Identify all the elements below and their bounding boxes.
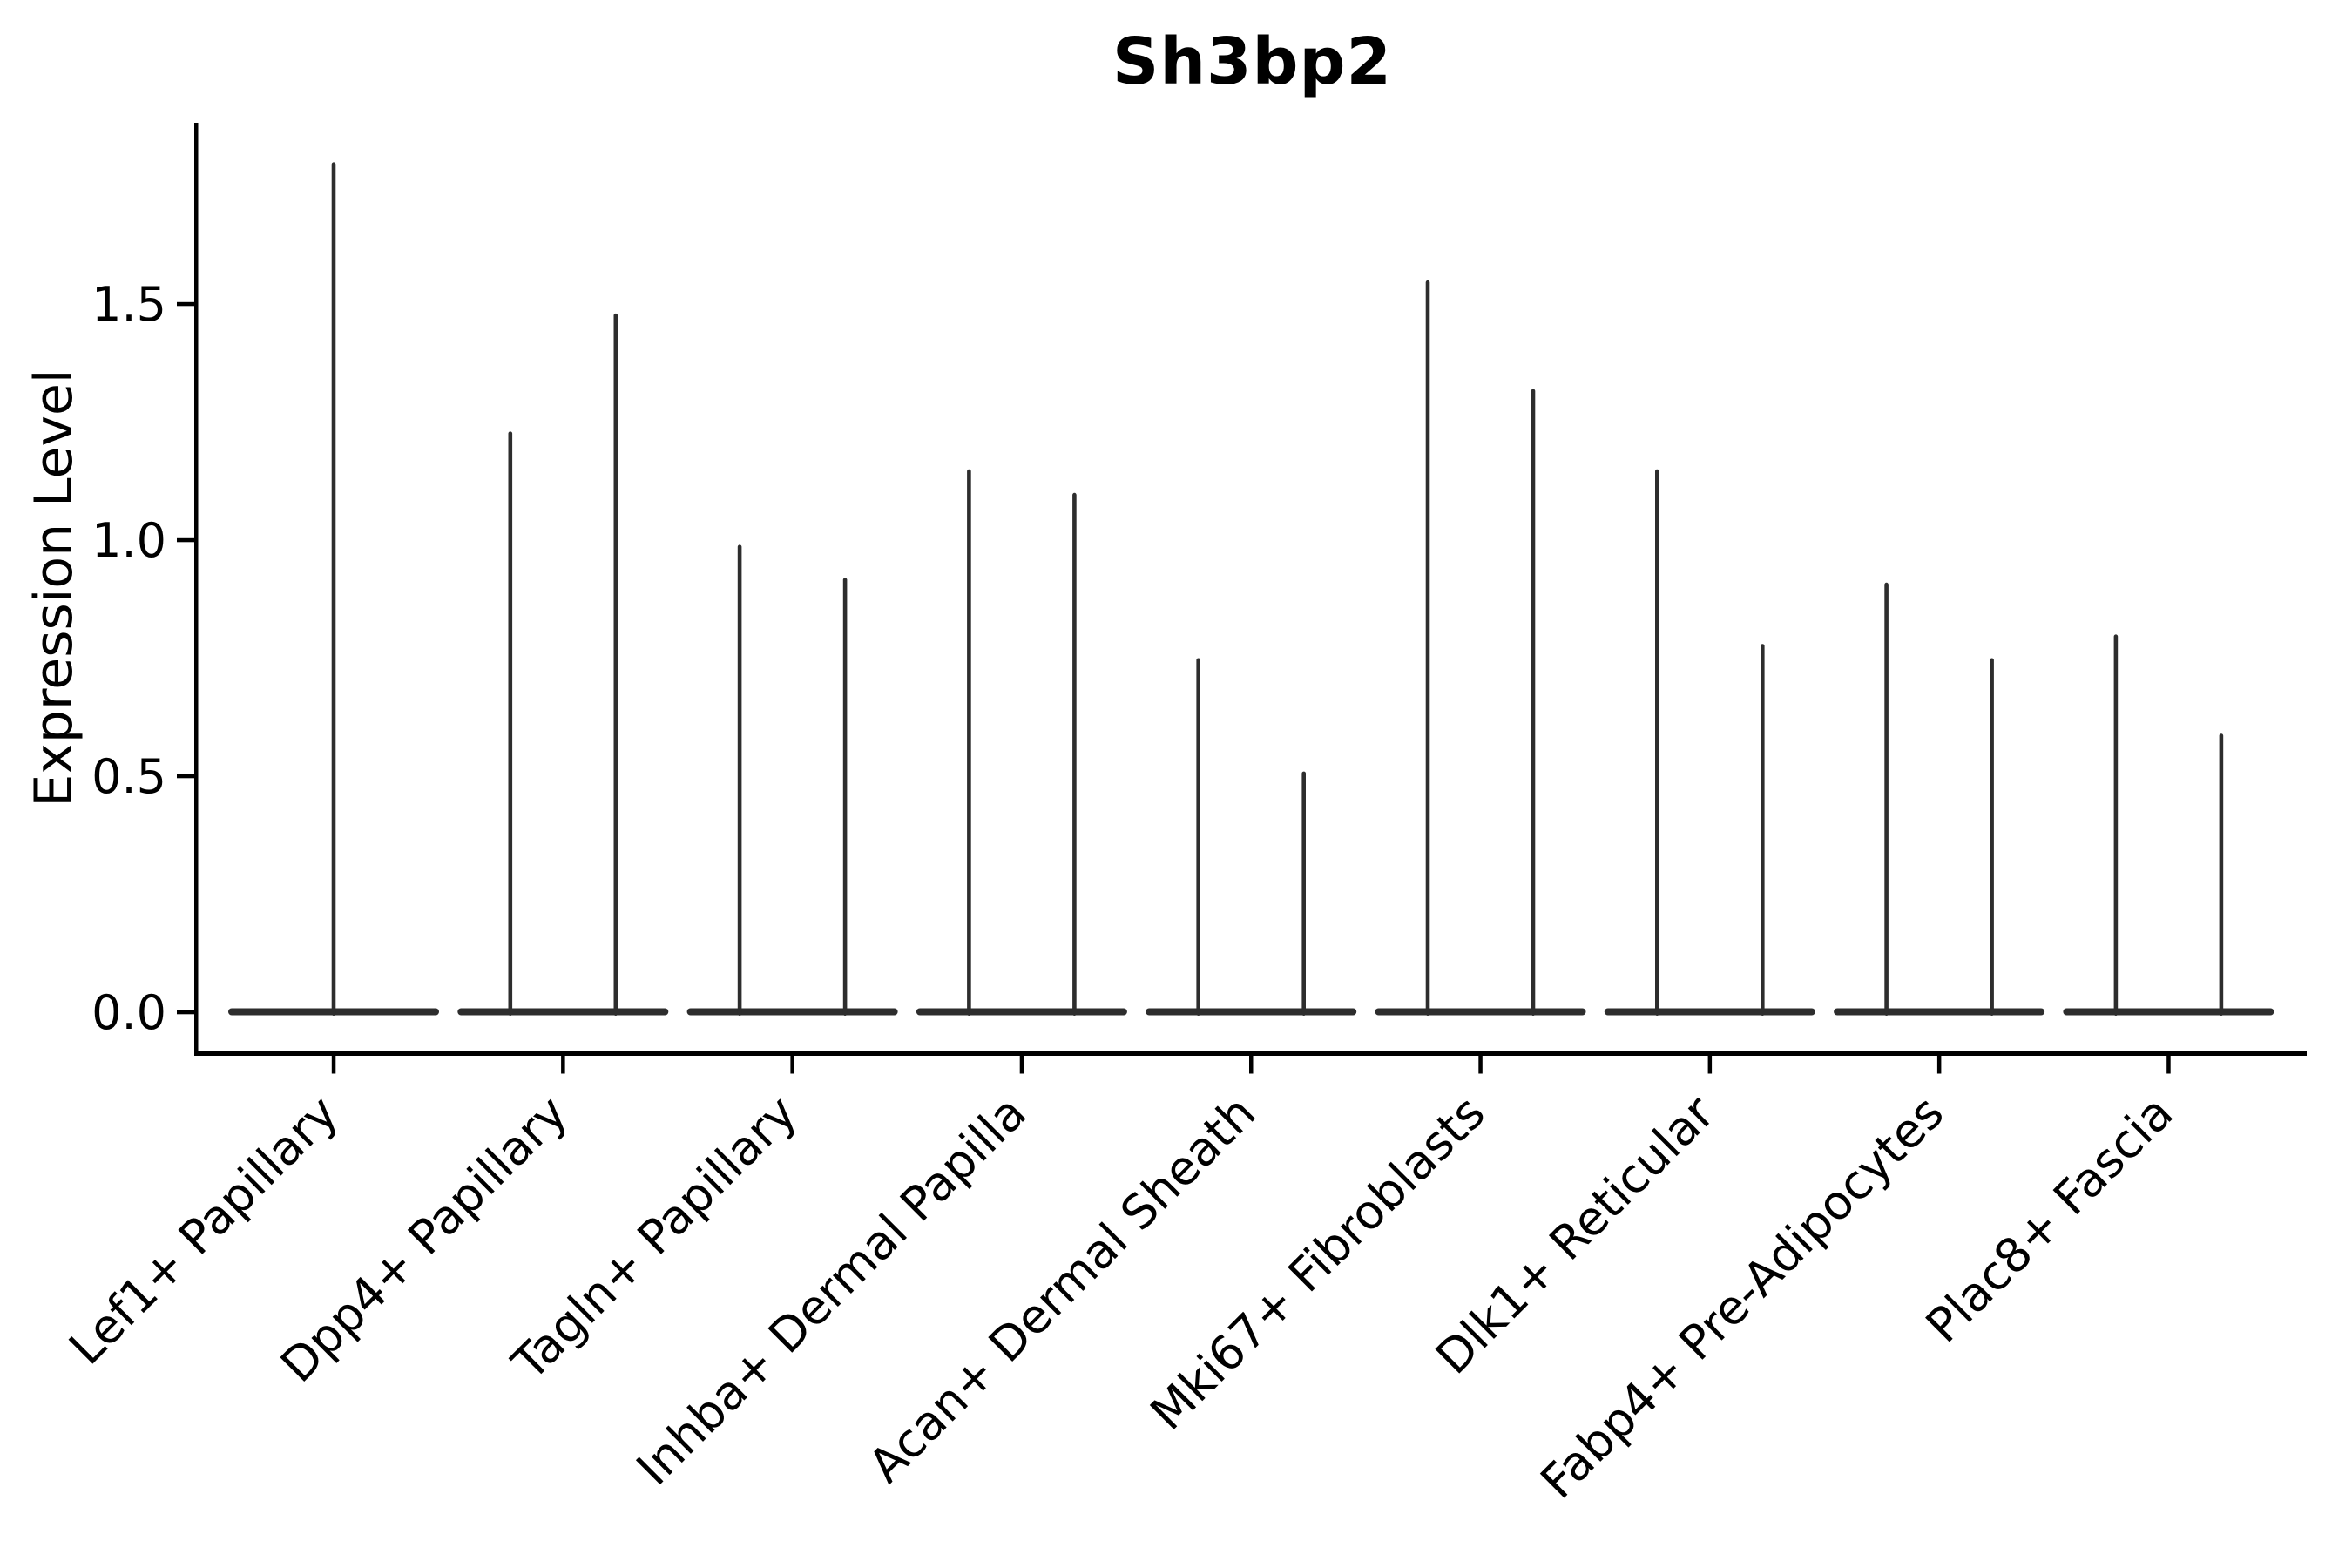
violin-spike	[1196, 658, 1200, 1016]
x-tick-label: Fabp4+ Pre-Adipocytes	[1530, 1085, 1954, 1510]
violin-spike	[1531, 389, 1536, 1016]
violin-spike	[1301, 771, 1306, 1016]
violin-spike	[331, 162, 336, 1016]
violin-spike	[613, 313, 618, 1017]
y-axis-line	[194, 123, 199, 1053]
violin-spike	[2219, 733, 2224, 1016]
x-tick-label: Plac8+ Fascia	[1916, 1085, 2184, 1354]
x-axis-tick	[1936, 1055, 1942, 1074]
y-tick-label: 0.0	[91, 985, 166, 1040]
violin-baseline	[1146, 1008, 1357, 1016]
violin-spike	[1655, 469, 1659, 1016]
violin-spike	[842, 578, 848, 1016]
y-tick-label: 1.5	[91, 277, 166, 332]
violin-spike	[508, 431, 513, 1017]
violin-spike	[2113, 634, 2119, 1016]
violin-spike	[1072, 492, 1077, 1016]
x-tick-label: Inhba+ Dermal Papilla	[626, 1085, 1037, 1496]
violin-baseline	[916, 1008, 1127, 1016]
x-axis-tick	[2166, 1055, 2171, 1074]
y-tick-label: 1.0	[91, 513, 166, 568]
violin-spike	[1990, 658, 1994, 1016]
x-axis-tick	[790, 1055, 794, 1074]
y-tick-label: 0.5	[91, 749, 166, 804]
x-axis-tick	[1019, 1055, 1024, 1074]
violin-spike	[1884, 582, 1889, 1016]
x-axis-tick	[561, 1055, 565, 1074]
chart-title: Sh3bp2	[1112, 24, 1392, 99]
x-axis-tick	[1249, 1055, 1254, 1074]
violin-baseline	[1834, 1008, 2045, 1016]
x-tick-label: Acan+ Dermal Sheath	[858, 1085, 1266, 1493]
violin-baseline	[1604, 1008, 1815, 1016]
y-axis-tick	[177, 537, 194, 543]
violin-baseline	[1375, 1008, 1586, 1016]
violin-baseline	[686, 1008, 898, 1016]
violin-spike	[737, 544, 742, 1016]
y-axis-tick	[177, 1010, 194, 1015]
y-axis-tick	[177, 774, 194, 779]
violin-spike	[967, 469, 971, 1016]
violin-baseline	[457, 1008, 669, 1016]
violin-spike	[1425, 280, 1430, 1016]
violin-spike	[1761, 644, 1765, 1016]
y-axis-tick	[177, 301, 194, 307]
x-axis-tick	[1478, 1055, 1483, 1074]
x-axis-tick	[331, 1055, 336, 1074]
x-axis-line	[194, 1051, 2307, 1056]
violin-baseline	[2063, 1008, 2274, 1016]
x-axis-tick	[1707, 1055, 1713, 1074]
